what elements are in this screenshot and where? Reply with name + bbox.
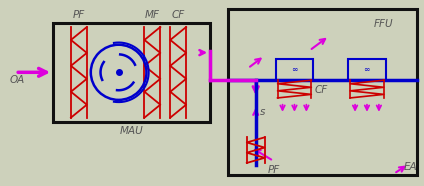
Bar [228,9,417,175]
Bar [348,59,386,80]
Text: s: s [259,107,265,117]
Text: PF: PF [73,10,85,20]
Text: MF: MF [145,10,160,20]
Text: FFU: FFU [374,19,393,29]
Bar [276,59,313,80]
Text: MAU: MAU [120,126,143,136]
Text: OA: OA [9,75,25,85]
Text: $\infty$: $\infty$ [290,65,298,74]
Text: CF: CF [172,10,185,20]
Text: EA: EA [404,162,417,172]
Text: CF: CF [314,85,328,95]
Text: PF: PF [268,165,280,175]
Bar [53,23,210,122]
Text: $\infty$: $\infty$ [363,65,371,74]
